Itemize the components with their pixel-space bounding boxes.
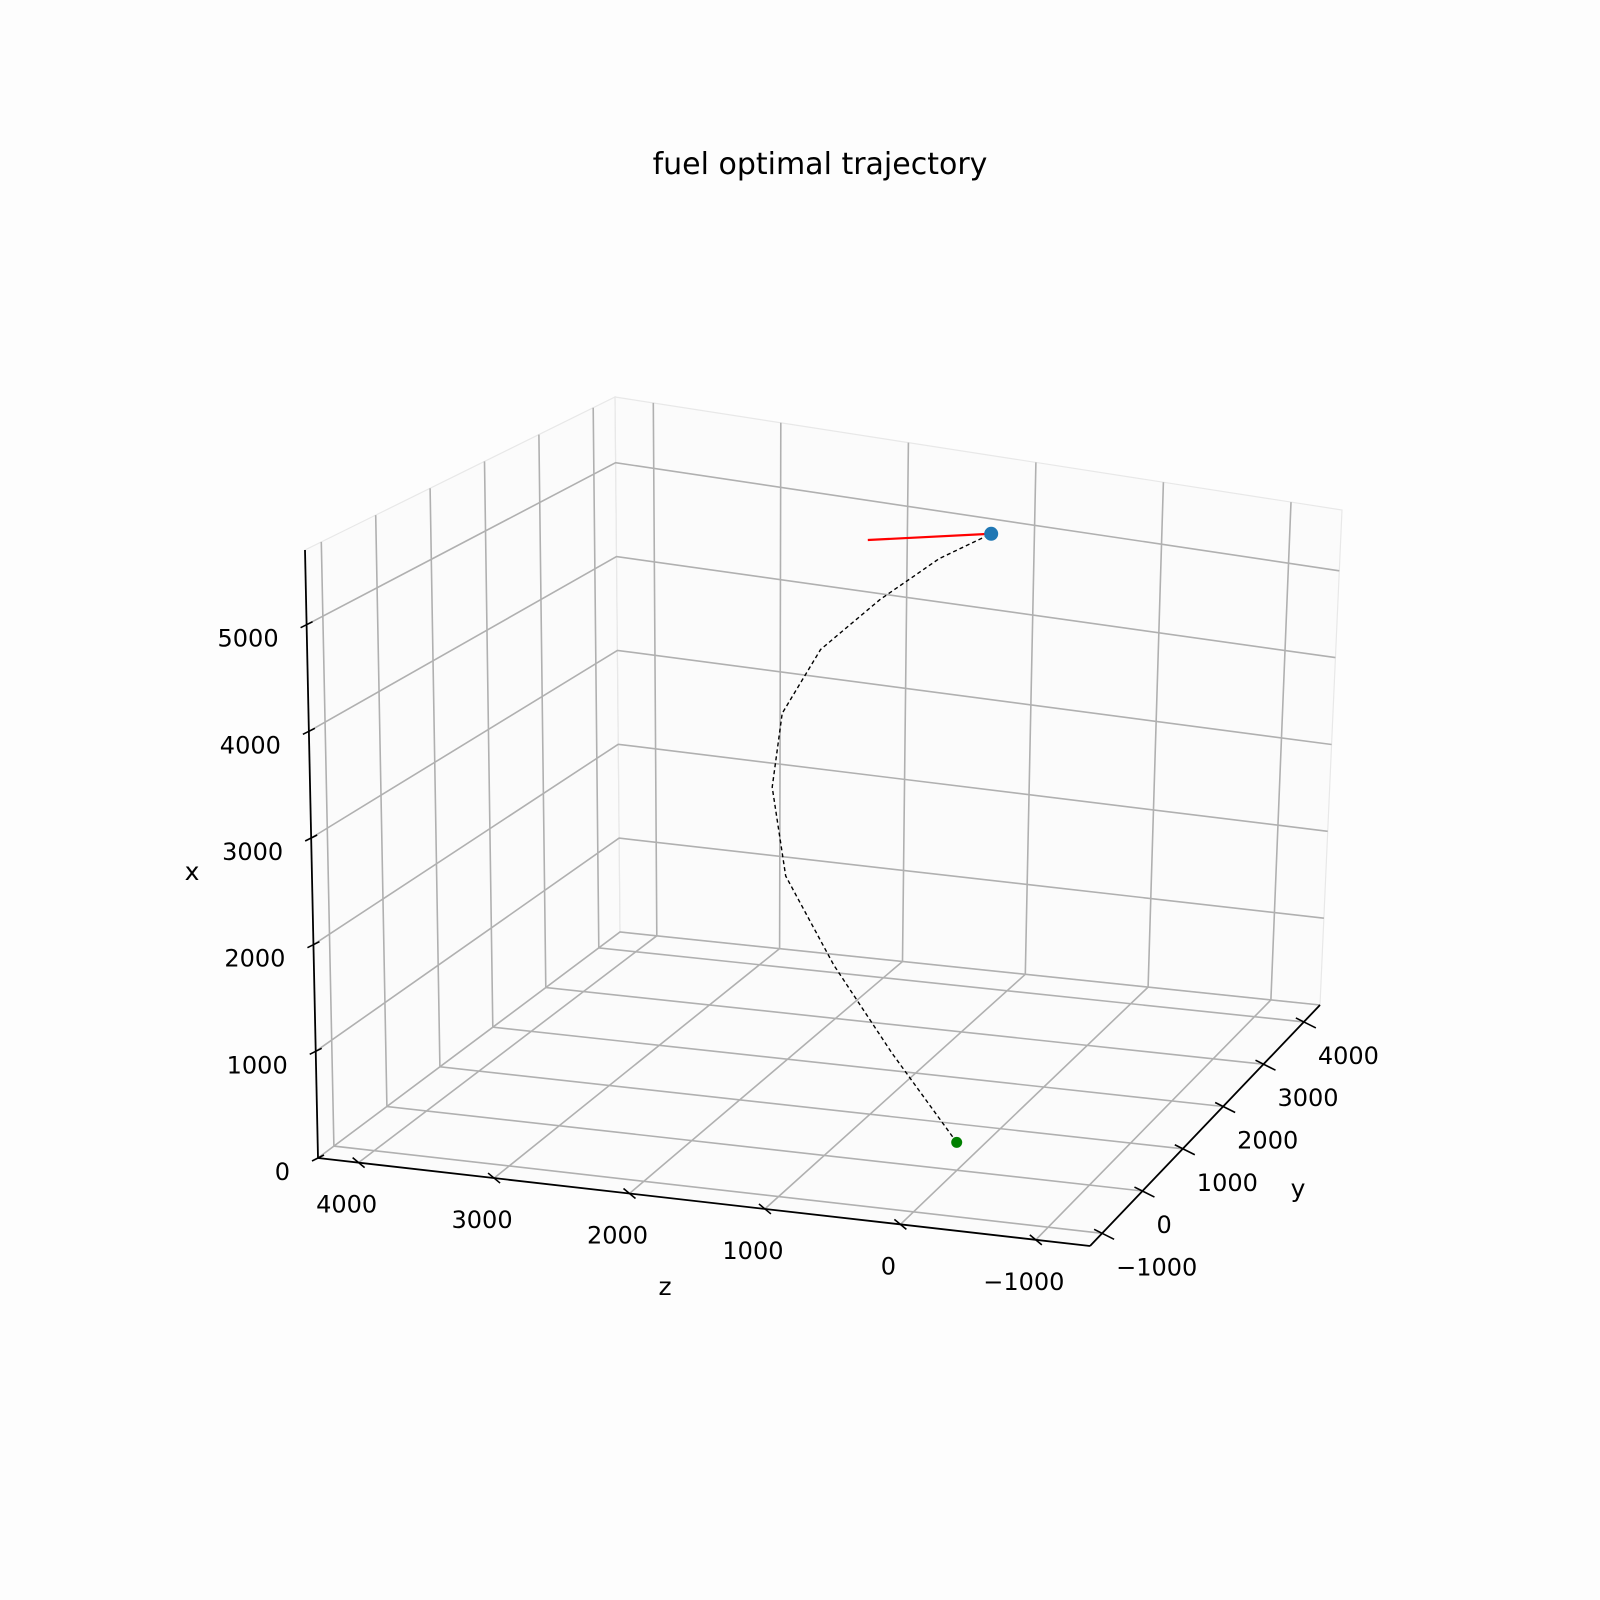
chart-title: fuel optimal trajectory bbox=[653, 147, 988, 182]
x-tick-mark bbox=[307, 940, 320, 949]
trajectory-line bbox=[771, 533, 992, 1143]
right-pane bbox=[614, 396, 1343, 1006]
x-tick-mark bbox=[304, 834, 318, 842]
grid-lines bbox=[306, 402, 1340, 1241]
y-tick-label: 0 bbox=[1156, 1211, 1171, 1239]
x-tick-mark bbox=[300, 620, 313, 629]
y-axis-label: y bbox=[1291, 1174, 1306, 1203]
x-tick-mark bbox=[302, 727, 316, 736]
y-tick-mark bbox=[1214, 1101, 1236, 1114]
x-tick-label: 1000 bbox=[227, 1051, 288, 1079]
y-tick-mark bbox=[1174, 1144, 1196, 1156]
axes bbox=[300, 549, 1321, 1247]
grid-line-x bbox=[310, 649, 1332, 839]
y-tick-mark bbox=[1255, 1059, 1276, 1071]
z-tick-label: 0 bbox=[881, 1252, 896, 1280]
z-tick-mark bbox=[893, 1218, 907, 1231]
y-tick-label: −1000 bbox=[1116, 1253, 1197, 1281]
grid-line-x bbox=[315, 837, 1324, 1052]
x-axis-line bbox=[304, 549, 319, 1159]
x-axis-label: x bbox=[185, 857, 200, 886]
grid-line-x bbox=[312, 743, 1328, 946]
z-tick-label: 3000 bbox=[452, 1206, 513, 1234]
x-tick-label: 0 bbox=[275, 1158, 290, 1186]
x-tick-label: 5000 bbox=[218, 625, 279, 653]
y-tick-mark bbox=[1295, 1017, 1317, 1029]
z-tick-mark bbox=[487, 1172, 501, 1184]
x-tick-label: 2000 bbox=[224, 945, 285, 973]
z-tick-label: 2000 bbox=[587, 1222, 648, 1250]
tick-labels: 0 1000 2000 3000 4000 5000 −1000 0 1000 2000 3000 4… bbox=[218, 625, 1379, 1296]
grid-line-x bbox=[306, 461, 1340, 626]
x-tick-mark bbox=[311, 1154, 325, 1162]
end-point bbox=[951, 1136, 963, 1148]
grid-line-x bbox=[317, 931, 1321, 1159]
axis-panes bbox=[304, 396, 1343, 1247]
y-tick-label: 2000 bbox=[1237, 1126, 1298, 1154]
y-axis-line bbox=[1089, 1004, 1321, 1247]
y-tick-mark bbox=[1134, 1186, 1155, 1198]
z-tick-label: 1000 bbox=[722, 1237, 783, 1265]
x-tick-label: 3000 bbox=[222, 838, 283, 866]
z-axis-line bbox=[317, 1157, 1091, 1247]
z-tick-mark bbox=[622, 1187, 637, 1200]
z-tick-label: 4000 bbox=[316, 1191, 377, 1219]
start-point bbox=[984, 526, 999, 541]
z-tick-mark bbox=[758, 1203, 772, 1215]
z-tick-mark bbox=[1029, 1234, 1043, 1246]
thrust-vector bbox=[867, 532, 992, 542]
grid-line-x bbox=[308, 555, 1336, 732]
z-tick-mark bbox=[352, 1157, 366, 1169]
z-axis-label: z bbox=[658, 1272, 671, 1301]
y-tick-label: 1000 bbox=[1197, 1169, 1258, 1197]
y-tick-label: 4000 bbox=[1318, 1042, 1379, 1070]
trajectory-series bbox=[771, 526, 999, 1148]
x-tick-label: 4000 bbox=[220, 731, 281, 759]
z-tick-label: −1000 bbox=[983, 1268, 1064, 1296]
y-tick-label: 3000 bbox=[1278, 1084, 1339, 1112]
y-tick-mark bbox=[1093, 1228, 1115, 1241]
x-tick-mark bbox=[309, 1047, 323, 1056]
